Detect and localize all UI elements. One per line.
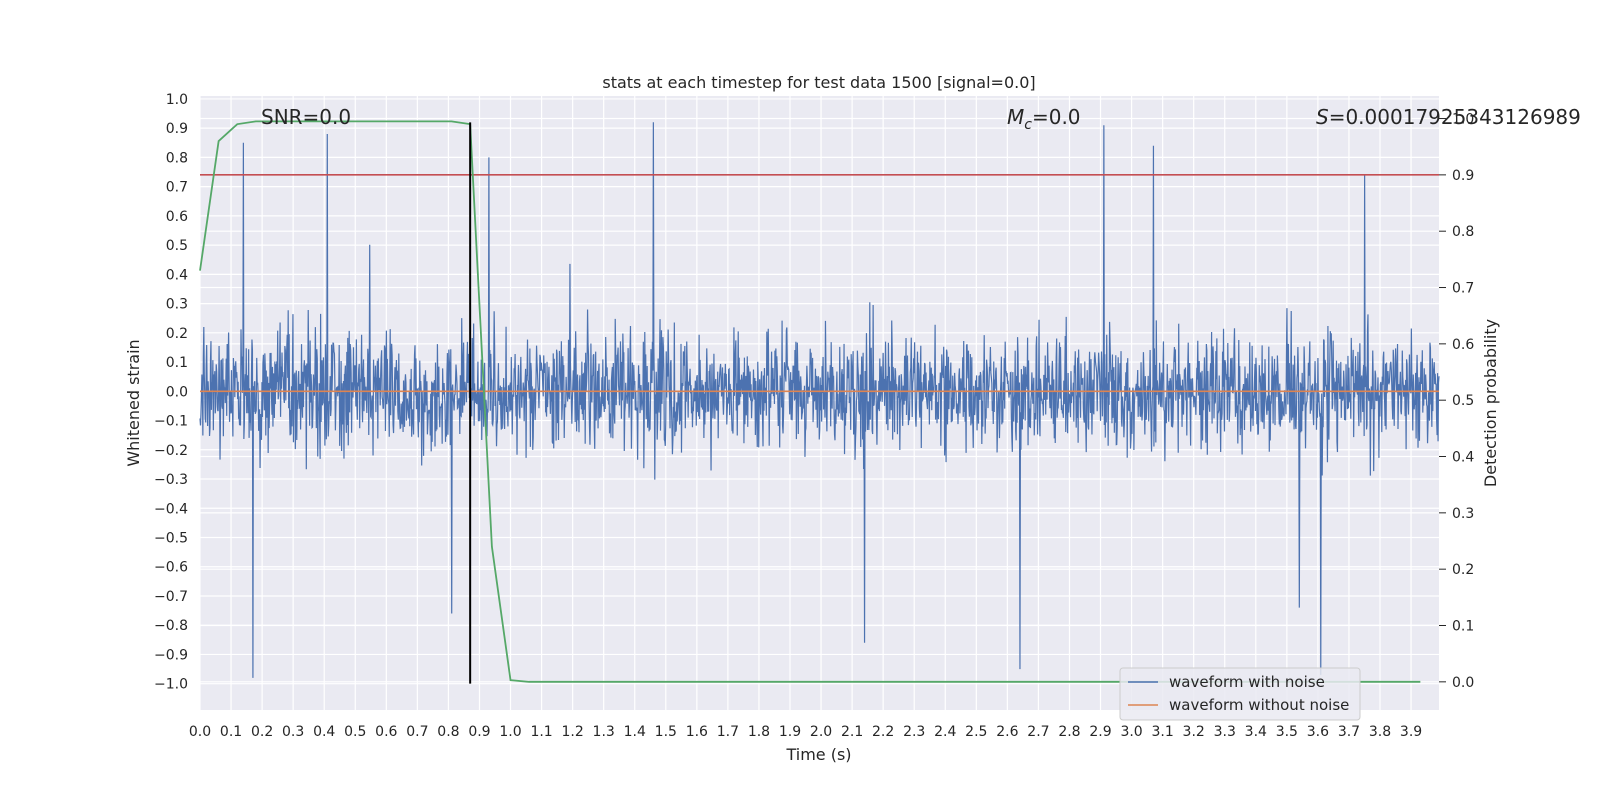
x-tick-label: 0.1 [220, 724, 242, 740]
x-tick-label: 0.9 [468, 724, 490, 740]
y-tick-label: 0.1 [166, 355, 188, 371]
y-tick-label: 0.0 [166, 384, 188, 400]
legend-label-noise: waveform with noise [1169, 673, 1325, 691]
x-tick-label: 0.5 [344, 724, 366, 740]
x-tick-label: 2.7 [1027, 724, 1049, 740]
y-tick-label: −0.3 [154, 472, 188, 488]
y-tick-label: −0.5 [154, 530, 188, 546]
y-axis-label: Whitened strain [124, 339, 143, 466]
chirp-mass-symbol: M [1007, 105, 1024, 129]
x-tick-label: 0.7 [406, 724, 428, 740]
y2-tick-label: 0.5 [1452, 393, 1474, 409]
y-tick-label: −0.2 [154, 443, 188, 459]
ticks: 0.0 0.1 0.2 0.3 0.4 0.5 0.6 0.7 0.8 0.9 1.0 1.1 1.2 1… [154, 92, 1474, 740]
x-tick-label: 1.5 [655, 724, 677, 740]
x-tick-label: 0.0 [189, 724, 211, 740]
y-tick-label: −0.9 [154, 647, 188, 663]
x-tick-label: 3.6 [1307, 724, 1329, 740]
y-tick-label: −0.4 [154, 501, 188, 517]
x-tick-label: 1.8 [748, 724, 770, 740]
x-tick-label: 2.2 [872, 724, 894, 740]
y2-tick-label: 0.4 [1452, 450, 1474, 466]
x-tick-label: 2.8 [1058, 724, 1080, 740]
y2-tick-label: 0.9 [1452, 168, 1474, 184]
legend: waveform with noise waveform without noi… [1119, 667, 1361, 721]
x-tick-label: 3.2 [1183, 724, 1205, 740]
y2-tick-label: 0.2 [1452, 562, 1474, 578]
x-tick-label: 1.4 [624, 724, 646, 740]
legend-box [1119, 667, 1361, 721]
x-tick-label: 0.6 [375, 724, 397, 740]
y2-tick-label: 0.0 [1452, 675, 1474, 691]
x-tick-label: 1.7 [717, 724, 739, 740]
y2-tick-label: 0.7 [1452, 281, 1474, 297]
x-tick-label: 2.6 [996, 724, 1018, 740]
series-detection-probability [199, 120, 1421, 683]
x-tick-label: 0.2 [251, 724, 273, 740]
y2-tick-label: 0.3 [1452, 506, 1474, 522]
x-axis-label: Time (s) [785, 745, 851, 764]
series-waveform-with-noise [199, 122, 1440, 678]
chirp-mass-value: =0.0 [1032, 105, 1081, 129]
x-tick-label: 1.3 [593, 724, 615, 740]
x-tick-label: 1.0 [499, 724, 521, 740]
y-tick-label: −0.8 [154, 618, 188, 634]
y-tick-label: −0.7 [154, 589, 188, 605]
x-tick-label: 1.1 [530, 724, 552, 740]
chirp-mass-subscript: c [1024, 117, 1032, 133]
y-tick-label: 0.8 [166, 150, 188, 166]
y-tick-label: −1.0 [154, 677, 188, 693]
y-tick-label: 0.6 [166, 209, 188, 225]
x-tick-label: 2.1 [841, 724, 863, 740]
y-tick-label: 0.9 [166, 121, 188, 137]
y-tick-label: −0.6 [154, 560, 188, 576]
chart-title: stats at each timestep for test data 150… [602, 73, 1035, 92]
series-layer [199, 120, 1440, 684]
y-tick-label: 0.4 [166, 267, 188, 283]
x-tick-label: 3.3 [1214, 724, 1236, 740]
x-tick-label: 2.5 [965, 724, 987, 740]
chirp-mass-annotation: Mc=0.0 [1007, 105, 1081, 133]
x-tick-label: 2.0 [810, 724, 832, 740]
y2-tick-label: 0.8 [1452, 224, 1474, 240]
legend-label-clean: waveform without noise [1169, 696, 1349, 714]
snr-estimate-symbol: S [1316, 105, 1329, 129]
x-tick-label: 3.9 [1400, 724, 1422, 740]
x-tick-label: 0.3 [282, 724, 304, 740]
x-tick-label: 0.8 [437, 724, 459, 740]
x-tick-label: 1.2 [561, 724, 583, 740]
x-tick-label: 1.6 [686, 724, 708, 740]
x-tick-label: 3.5 [1276, 724, 1298, 740]
x-tick-label: 2.4 [934, 724, 956, 740]
x-tick-label: 3.7 [1338, 724, 1360, 740]
x-tick-label: 1.9 [779, 724, 801, 740]
x-tick-label: 3.0 [1120, 724, 1142, 740]
y-tick-label: 0.7 [166, 180, 188, 196]
snr-estimate-value: =0.00017925343126989 [1329, 105, 1581, 129]
snr-estimate-annotation: S=0.00017925343126989 [1316, 105, 1581, 129]
x-tick-label: 3.1 [1151, 724, 1173, 740]
y-tick-label: 0.5 [166, 238, 188, 254]
y-tick-label: 1.0 [166, 92, 188, 108]
y2-tick-label: 0.6 [1452, 337, 1474, 353]
x-tick-label: 3.4 [1245, 724, 1267, 740]
x-tick-label: 3.8 [1369, 724, 1391, 740]
snr-annotation: SNR=0.0 [261, 105, 351, 129]
x-tick-label: 2.3 [903, 724, 925, 740]
y-tick-label: 0.2 [166, 326, 188, 342]
y2-tick-label: 1.0 [1452, 112, 1474, 128]
y-tick-label: −0.1 [154, 414, 188, 430]
y-tick-label: 0.3 [166, 297, 188, 313]
y2-axis-label: Detection probability [1481, 319, 1500, 487]
x-tick-label: 0.4 [313, 724, 335, 740]
x-tick-label: 2.9 [1089, 724, 1111, 740]
y2-tick-label: 0.1 [1452, 619, 1474, 635]
